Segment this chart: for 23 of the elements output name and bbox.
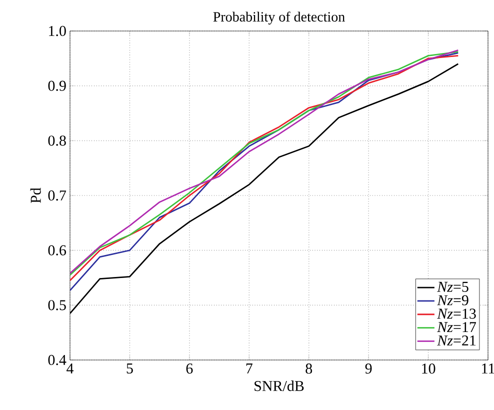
- y-tick-label: 1.0: [49, 26, 66, 36]
- x-tick-label: 6: [186, 364, 193, 374]
- x-tick-label: 8: [306, 364, 312, 374]
- y-tick-label: 0.9: [48, 80, 66, 91]
- y-tick-label: 0.8: [48, 136, 66, 146]
- x-tick-label: 9: [365, 364, 372, 374]
- x-tick-label: 5: [126, 364, 133, 374]
- y-axis-title: Pd: [30, 188, 41, 203]
- x-tick-label: 10: [422, 364, 436, 374]
- legend-label: Nz=21: [437, 336, 476, 346]
- y-tick-label: 0.5: [48, 300, 66, 310]
- chart-title: Probability of detection: [213, 12, 345, 24]
- legend-label: Nz=13: [437, 308, 476, 319]
- x-tick-label: 11: [482, 364, 494, 374]
- legend-label: Nz=5: [437, 282, 468, 292]
- x-tick-label: 4: [66, 364, 74, 374]
- legend-label: Nz=17: [437, 322, 476, 332]
- y-tick-label: 0.4: [48, 354, 66, 366]
- y-tick-label: 0.7: [48, 190, 66, 201]
- y-tick-label: 0.6: [48, 245, 66, 256]
- x-axis-title: SNR/dB: [254, 380, 304, 392]
- x-tick-label: 7: [246, 364, 252, 374]
- legend-label: Nz=9: [437, 295, 468, 306]
